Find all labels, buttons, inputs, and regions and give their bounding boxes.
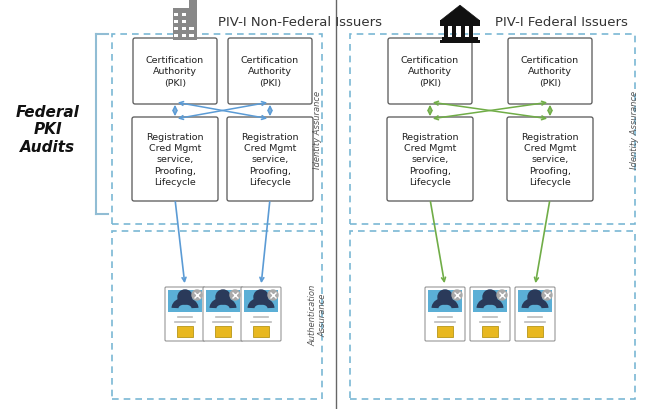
FancyBboxPatch shape [527,326,543,337]
FancyBboxPatch shape [253,326,269,337]
FancyBboxPatch shape [452,26,456,38]
Circle shape [528,290,542,304]
Text: Registration
Cred Mgmt
service,
Proofing,
Lifecycle: Registration Cred Mgmt service, Proofing… [146,132,204,187]
FancyBboxPatch shape [215,326,231,337]
Text: Registration
Cred Mgmt
service,
Proofing,
Lifecycle: Registration Cred Mgmt service, Proofing… [521,132,579,187]
FancyBboxPatch shape [387,118,473,202]
FancyBboxPatch shape [173,13,178,18]
FancyBboxPatch shape [388,39,472,105]
FancyBboxPatch shape [181,13,186,18]
FancyBboxPatch shape [425,287,465,341]
Circle shape [268,290,278,300]
FancyBboxPatch shape [440,21,480,27]
FancyBboxPatch shape [206,290,240,312]
Circle shape [254,290,268,304]
FancyBboxPatch shape [461,26,465,38]
FancyBboxPatch shape [227,118,313,202]
FancyBboxPatch shape [132,118,218,202]
FancyBboxPatch shape [473,290,507,312]
FancyBboxPatch shape [244,290,278,312]
FancyBboxPatch shape [133,39,217,105]
FancyBboxPatch shape [190,34,194,38]
Text: Certification
Authority
(PKI): Certification Authority (PKI) [241,56,299,88]
FancyBboxPatch shape [470,287,510,341]
Circle shape [483,290,497,304]
Text: Registration
Cred Mgmt
service,
Proofing,
Lifecycle: Registration Cred Mgmt service, Proofing… [401,132,459,187]
FancyBboxPatch shape [168,290,202,312]
FancyBboxPatch shape [181,27,186,31]
FancyBboxPatch shape [177,326,193,337]
Text: Federal
PKI
Audits: Federal PKI Audits [16,105,80,155]
FancyBboxPatch shape [241,287,281,341]
FancyBboxPatch shape [469,26,473,38]
FancyBboxPatch shape [508,39,592,105]
FancyBboxPatch shape [350,35,635,225]
Circle shape [192,290,202,300]
FancyBboxPatch shape [444,26,448,38]
FancyBboxPatch shape [203,287,243,341]
FancyBboxPatch shape [515,287,555,341]
Circle shape [542,290,552,300]
Text: Registration
Cred Mgmt
service,
Proofing,
Lifecycle: Registration Cred Mgmt service, Proofing… [241,132,299,187]
FancyBboxPatch shape [437,326,453,337]
Circle shape [230,290,240,300]
Polygon shape [440,6,480,22]
FancyBboxPatch shape [181,34,186,38]
FancyBboxPatch shape [173,9,197,40]
Text: Authentication
Assurance: Authentication Assurance [308,284,328,345]
Text: Certification
Authority
(PKI): Certification Authority (PKI) [401,56,459,88]
Text: Identity Assurance: Identity Assurance [630,91,640,169]
FancyBboxPatch shape [173,20,178,25]
Circle shape [438,290,452,304]
Circle shape [178,290,192,304]
FancyBboxPatch shape [112,231,322,399]
Circle shape [452,290,462,300]
Text: PIV-I Federal Issuers: PIV-I Federal Issuers [495,16,628,29]
Circle shape [497,290,507,300]
FancyBboxPatch shape [507,118,593,202]
FancyBboxPatch shape [442,38,478,41]
FancyBboxPatch shape [428,290,462,312]
FancyBboxPatch shape [518,290,552,312]
FancyBboxPatch shape [190,27,194,31]
FancyBboxPatch shape [482,326,498,337]
FancyBboxPatch shape [189,0,197,40]
Text: PIV-I Non-Federal Issuers: PIV-I Non-Federal Issuers [218,16,382,29]
FancyBboxPatch shape [165,287,205,341]
FancyBboxPatch shape [181,20,186,25]
FancyBboxPatch shape [173,27,178,31]
FancyBboxPatch shape [112,35,322,225]
FancyBboxPatch shape [228,39,312,105]
Text: Certification
Authority
(PKI): Certification Authority (PKI) [521,56,579,88]
Text: Certification
Authority
(PKI): Certification Authority (PKI) [146,56,204,88]
FancyBboxPatch shape [439,41,480,44]
FancyBboxPatch shape [350,231,635,399]
FancyBboxPatch shape [173,34,178,38]
Circle shape [216,290,230,304]
Text: Identity Assurance: Identity Assurance [314,91,323,169]
